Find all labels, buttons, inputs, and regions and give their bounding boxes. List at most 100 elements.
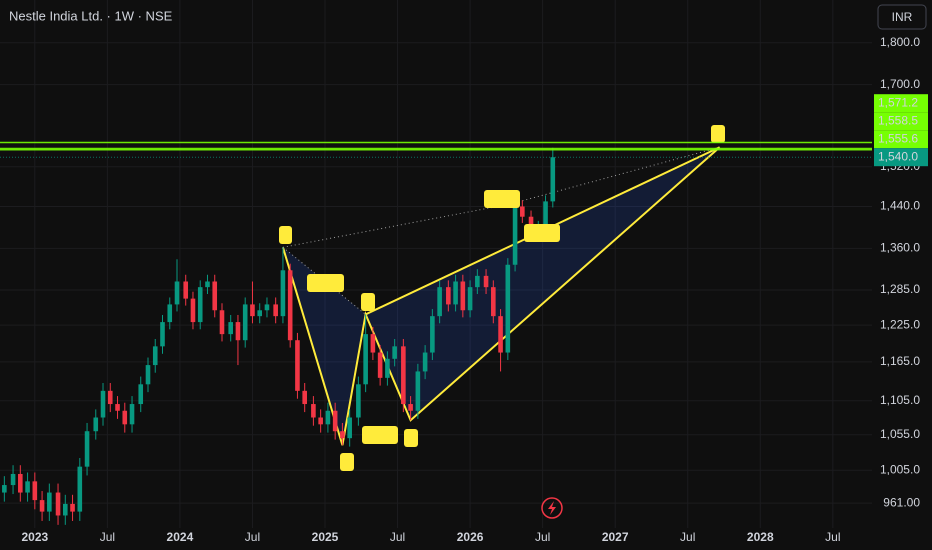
x-tick-label: Jul bbox=[680, 530, 695, 544]
y-tick-label: 1,440.0 bbox=[880, 199, 920, 213]
pattern-dotted bbox=[282, 246, 366, 315]
candle-body bbox=[129, 404, 135, 425]
candle-body bbox=[250, 304, 255, 317]
candle-body bbox=[93, 417, 99, 432]
candle-body bbox=[483, 275, 489, 288]
candle-body bbox=[332, 410, 338, 432]
axes: 1,800.01,700.01,520.01,440.01,360.01,285… bbox=[21, 35, 928, 544]
candle-body bbox=[460, 281, 466, 311]
candle-body bbox=[145, 365, 151, 385]
x-tick-label: Jul bbox=[535, 530, 550, 544]
candle-body bbox=[408, 404, 413, 411]
candle-body bbox=[122, 410, 128, 425]
candle-body bbox=[347, 417, 352, 439]
candle-body bbox=[287, 270, 293, 341]
candle-body bbox=[235, 322, 241, 341]
ratio-box bbox=[307, 274, 344, 292]
y-tick-label: 1,700.0 bbox=[880, 77, 920, 91]
candle-body bbox=[219, 310, 225, 335]
candle-body bbox=[302, 390, 307, 405]
ratio-box bbox=[362, 426, 398, 444]
candle-body bbox=[325, 410, 331, 425]
price-label: 1,540.0 bbox=[878, 149, 918, 163]
candle-body bbox=[107, 390, 113, 405]
pattern-fill bbox=[282, 247, 366, 446]
pattern-labels bbox=[279, 125, 725, 471]
x-tick-label: 2027 bbox=[602, 530, 629, 544]
x-tick-label: 2025 bbox=[312, 530, 339, 544]
pattern-dotted bbox=[282, 146, 720, 248]
y-tick-label: 1,225.0 bbox=[880, 317, 920, 331]
candle-body bbox=[197, 287, 203, 323]
price-label: 1,558.5 bbox=[878, 113, 918, 127]
pattern-fill bbox=[365, 147, 720, 421]
candle-body bbox=[520, 206, 525, 217]
candle-body bbox=[280, 270, 286, 317]
candle-body bbox=[47, 492, 52, 512]
candle-body bbox=[39, 500, 45, 512]
ratio-box bbox=[524, 224, 560, 242]
y-tick-label: 961.00 bbox=[883, 495, 920, 509]
candle-body bbox=[273, 304, 278, 317]
currency[interactable]: INR bbox=[892, 10, 913, 24]
pattern-point-box bbox=[340, 453, 354, 471]
y-tick-label: 1,055.0 bbox=[880, 427, 920, 441]
x-tick-label: Jul bbox=[100, 530, 115, 544]
candle-body bbox=[212, 281, 218, 311]
price-label: 1,555.6 bbox=[878, 131, 918, 145]
candle-body bbox=[242, 304, 248, 341]
candle-body bbox=[183, 281, 189, 299]
candle-body bbox=[401, 346, 406, 405]
grid bbox=[0, 0, 872, 528]
candle-body bbox=[550, 157, 556, 202]
candle-body bbox=[70, 503, 75, 512]
candle-body bbox=[415, 371, 421, 411]
ratio-box bbox=[484, 190, 520, 208]
candle-body bbox=[18, 473, 23, 493]
candle-body bbox=[32, 481, 38, 501]
candle-body bbox=[543, 201, 548, 228]
candle-body bbox=[25, 481, 30, 493]
price-lines bbox=[0, 141, 872, 158]
candle-body bbox=[152, 346, 158, 366]
y-tick-label: 1,005.0 bbox=[880, 462, 920, 476]
candles bbox=[2, 147, 556, 525]
candle-body bbox=[167, 304, 173, 323]
candle-body bbox=[475, 275, 480, 288]
candle-body bbox=[174, 281, 180, 305]
candle-body bbox=[2, 485, 7, 493]
x-tick-label: 2024 bbox=[167, 530, 194, 544]
y-tick-label: 1,360.0 bbox=[880, 241, 920, 255]
candle-body bbox=[340, 431, 345, 439]
candle-body bbox=[77, 466, 83, 512]
price-label-box bbox=[874, 148, 928, 167]
candle-body bbox=[385, 358, 390, 378]
price-label: 1,571.2 bbox=[878, 95, 918, 109]
candle-body bbox=[370, 334, 376, 353]
y-tick-label: 1,285.0 bbox=[880, 282, 920, 296]
candle-body bbox=[318, 417, 323, 425]
x-tick-label: 2023 bbox=[21, 530, 48, 544]
candle-body bbox=[55, 492, 61, 516]
x-tick-label: 2028 bbox=[747, 530, 774, 544]
candle-body bbox=[498, 316, 503, 353]
candle-body bbox=[437, 287, 442, 317]
candle-body bbox=[160, 322, 165, 347]
currency-button[interactable] bbox=[877, 4, 927, 30]
candle-body bbox=[377, 352, 383, 378]
candle-body bbox=[62, 503, 68, 516]
x-tick-label: Jul bbox=[825, 530, 840, 544]
event-icon[interactable] bbox=[541, 497, 563, 519]
candle-body bbox=[422, 352, 428, 372]
price-label-box bbox=[874, 112, 928, 131]
candle-body bbox=[10, 473, 16, 486]
candle-body bbox=[138, 384, 144, 405]
candle-body bbox=[467, 287, 473, 311]
candle-body bbox=[228, 322, 233, 335]
chart-title: Nestle India Ltd. · 1W · NSE bbox=[9, 8, 173, 23]
candle-body bbox=[356, 384, 361, 418]
pattern-point-box bbox=[711, 125, 725, 143]
